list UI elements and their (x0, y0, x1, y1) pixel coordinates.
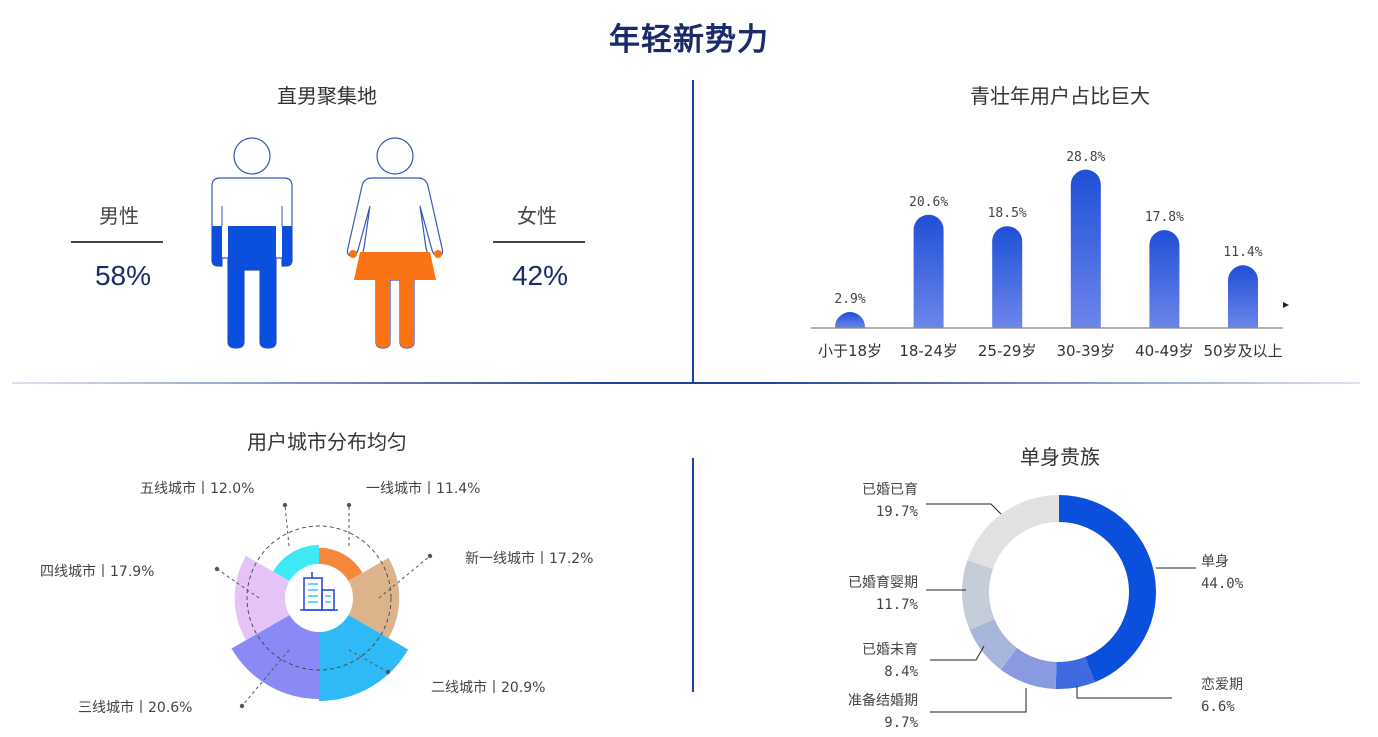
age-bar-value-label: 20.6% (909, 194, 949, 210)
city-dashed-ring (246, 525, 392, 671)
single-segment-label: 已婚已育 19.7% (836, 479, 918, 523)
age-category-label: 小于18岁 (817, 342, 883, 360)
city-rose-sector (231, 607, 319, 700)
city-rose-sector (334, 557, 400, 639)
single-donut-segment (1055, 657, 1095, 689)
male-label: 男性 (99, 204, 139, 228)
single-leader-line (930, 688, 1027, 713)
city-rose-chart (214, 502, 433, 709)
male-figure-icon (211, 137, 293, 349)
city-slice-label: 三线城市丨20.6% (78, 700, 193, 716)
city-leader-line (378, 555, 431, 599)
single-segment-name: 已婚未育 (862, 642, 918, 658)
single-segment-value: 8.4% (884, 664, 918, 680)
city-slice-label: 新一线城市丨17.2% (465, 551, 594, 567)
age-panel-title: 青壮年用户占比巨大 (970, 84, 1150, 108)
single-segment-label: 准备结婚期 9.7% (836, 690, 918, 734)
single-segment-label: 已婚未育 8.4% (836, 639, 918, 683)
single-segment-value: 6.6% (1201, 699, 1235, 715)
single-leader-line (1076, 686, 1172, 699)
page-title: 年轻新势力 (609, 22, 769, 58)
gender-panel-title: 直男聚集地 (277, 84, 377, 108)
single-segment-label: 单身 44.0% (1201, 551, 1291, 595)
city-panel-title: 用户城市分布均匀 (247, 430, 407, 454)
single-segment-value: 19.7% (875, 504, 918, 520)
city-leader-line (284, 504, 290, 547)
city-slice-label: 五线城市丨12.0% (140, 481, 255, 497)
city-leader-line (348, 649, 389, 673)
city-leader-dot (385, 669, 391, 675)
city-slice-label: 二线城市丨20.9% (431, 680, 546, 696)
divider-vertical-bottom (692, 458, 694, 692)
age-category-label: 18-24岁 (899, 342, 958, 360)
age-bar-value-label: 18.5% (987, 206, 1027, 222)
female-label: 女性 (517, 204, 557, 228)
female-percentage: 42% (511, 260, 569, 291)
age-bar-value-label: 11.4% (1223, 245, 1263, 261)
single-segment-value: 9.7% (884, 715, 918, 731)
female-figure-icon (346, 137, 444, 349)
age-bar-value-label: 17.8% (1144, 210, 1184, 226)
city-rose-sector (234, 555, 304, 641)
single-donut-chart (926, 495, 1196, 713)
age-bar (1228, 265, 1258, 328)
city-slice-label: 一线城市丨11.4% (366, 481, 481, 497)
city-leader-line (241, 649, 290, 707)
age-bar-value-label: 28.8% (1066, 149, 1106, 165)
city-center-hole (285, 564, 353, 632)
age-category-label: 40-49岁 (1135, 342, 1194, 360)
single-donut-segment (1000, 648, 1057, 689)
age-category-label: 30-39岁 (1056, 342, 1116, 360)
single-leader-line (926, 503, 1002, 515)
city-leader-dot (214, 566, 220, 572)
gender-figures (211, 137, 444, 349)
age-bar (913, 214, 944, 328)
single-segment-name: 单身 (1201, 554, 1229, 570)
single-segment-value: 44.0% (1201, 576, 1244, 592)
age-bar-chart (811, 169, 1289, 329)
single-segment-name: 已婚育婴期 (848, 575, 918, 591)
single-panel-title: 单身贵族 (1020, 445, 1100, 469)
divider-vertical-top (692, 80, 694, 384)
single-leader-line (930, 645, 985, 661)
city-leader-dot (239, 703, 245, 709)
age-bar (992, 226, 1023, 328)
city-slice-label: 四线城市丨17.9% (40, 564, 155, 580)
male-rule (71, 241, 163, 243)
male-percentage: 58% (94, 260, 152, 291)
city-leader-dot (346, 502, 352, 508)
single-segment-name: 准备结婚期 (848, 693, 918, 709)
single-donut-segment (969, 619, 1018, 670)
single-segment-name: 已婚已育 (862, 482, 918, 498)
axis-arrow-icon (1283, 302, 1289, 308)
female-rule (493, 241, 585, 243)
single-segment-value: 11.7% (875, 597, 918, 613)
divider-horizontal (12, 382, 1360, 384)
single-donut-segment (962, 560, 995, 630)
city-leader-dot (427, 553, 433, 559)
single-segment-label: 恋爱期 6.6% (1201, 674, 1291, 718)
city-leader-dot (282, 502, 288, 508)
age-category-label: 25-29岁 (977, 342, 1037, 360)
single-segment-name: 恋爱期 (1201, 677, 1243, 693)
age-bar-value-label: 2.9% (834, 292, 866, 308)
age-bar (1070, 169, 1101, 328)
single-donut-segment (1059, 495, 1156, 683)
age-category-label: 50岁及以上 (1203, 342, 1283, 360)
single-donut-segment (967, 495, 1059, 570)
city-leader-line (216, 568, 260, 599)
single-segment-label: 已婚育婴期 11.7% (836, 572, 918, 616)
age-bar (1149, 230, 1180, 328)
age-bar (835, 312, 865, 328)
building-icon (300, 572, 338, 611)
